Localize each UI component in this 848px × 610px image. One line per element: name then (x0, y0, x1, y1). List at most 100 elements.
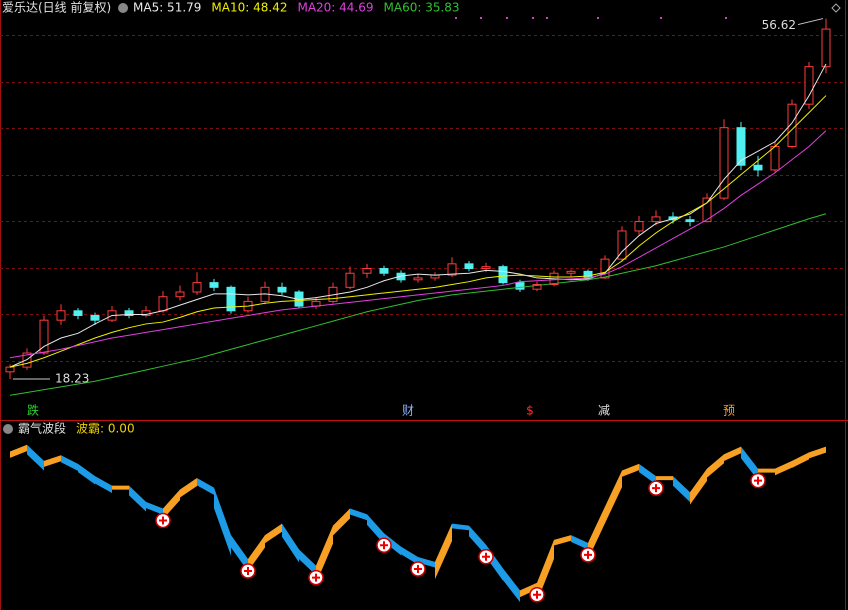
candle-body (39, 319, 49, 354)
settings-icon[interactable] (831, 3, 841, 13)
band-segment (707, 454, 724, 478)
annotation-arrow (797, 18, 824, 26)
ma-line (9, 130, 827, 359)
signal-plus (159, 516, 167, 525)
event-marker: $ (526, 404, 534, 418)
band-segment (809, 446, 826, 459)
band-segment (622, 463, 639, 477)
signal-plus (380, 541, 388, 550)
band-segment (146, 501, 163, 515)
candle-body (464, 263, 474, 270)
signal-marker (240, 563, 256, 579)
band-segment (401, 546, 418, 565)
band-segment (656, 476, 673, 481)
band-segment (418, 556, 435, 568)
candle-body (413, 277, 423, 281)
band-segment (299, 549, 316, 576)
band-segment (367, 514, 384, 544)
band-segment (554, 535, 571, 546)
band-segment (724, 446, 741, 461)
ma-line (9, 95, 827, 368)
event-marker: 预 (723, 404, 735, 418)
candle-body (345, 272, 355, 288)
dot (725, 17, 727, 19)
band-segment (61, 455, 78, 471)
band-segment (197, 477, 214, 495)
candle-body (362, 268, 372, 274)
signal-plus (482, 552, 490, 561)
band-segment (792, 452, 809, 468)
band-segment (27, 444, 44, 471)
signal-plus (754, 476, 762, 485)
band-segment (163, 489, 180, 520)
band-segment (282, 523, 299, 563)
dot (480, 17, 482, 19)
candle-body (821, 28, 831, 68)
candle-body (379, 268, 389, 274)
candle-body (617, 230, 627, 260)
candle-body (209, 282, 219, 288)
legend-entry: MA10: 48.42 (211, 1, 287, 15)
legend-entry: MA60: 35.83 (384, 1, 460, 15)
band-segment (350, 508, 367, 521)
band-segment (44, 455, 61, 467)
band-segment (741, 446, 758, 481)
band-segment (214, 487, 231, 556)
band-segment (690, 468, 707, 505)
band-segment (435, 523, 452, 580)
candle-body (192, 282, 202, 293)
candle-body (685, 219, 695, 223)
signal-plus (584, 550, 592, 559)
candle-body (481, 266, 491, 270)
indicator-title: 霸气波段 (18, 421, 66, 436)
menu-icon[interactable] (118, 3, 128, 13)
event-marker: 跌 (27, 403, 39, 418)
dot (455, 17, 457, 19)
signal-marker (648, 480, 664, 496)
band-segment (503, 568, 520, 603)
candle-body (447, 263, 457, 276)
candle-body (515, 282, 525, 290)
signal-plus (652, 484, 660, 493)
dot (660, 17, 662, 19)
signal-plus (312, 573, 320, 582)
band-segment (537, 539, 554, 602)
menu-icon[interactable] (3, 424, 13, 434)
candle-body (175, 291, 185, 298)
candle-body (532, 284, 542, 290)
candle-body (753, 164, 763, 171)
band-segment (78, 463, 95, 485)
band-segment (775, 460, 792, 476)
band-segment (129, 485, 146, 512)
candle-body (719, 127, 729, 199)
candle-body (158, 296, 168, 312)
signal-marker (750, 472, 766, 489)
signal-marker (478, 548, 494, 565)
high-label: 56.62 (762, 18, 796, 32)
candle-body (141, 310, 151, 316)
legend-entry: MA5: 51.79 (133, 1, 201, 15)
candle-body (90, 314, 100, 321)
candle-body (5, 366, 15, 373)
signal-marker (376, 537, 392, 554)
signal-marker (529, 586, 545, 603)
band-segment (384, 533, 401, 556)
event-marker: 减 (598, 404, 610, 418)
band-segment (180, 477, 197, 498)
band-segment (316, 525, 333, 584)
band-segment (469, 525, 486, 556)
signal-marker (308, 569, 324, 586)
chart-title: 爱乐达(日线 前复权) (2, 0, 111, 15)
ma-line (9, 213, 827, 396)
candle-body (804, 66, 814, 105)
candle-body (73, 310, 83, 316)
candle-body (498, 266, 508, 284)
candle-body (124, 310, 134, 316)
band-segment (588, 506, 605, 560)
band-segment (758, 468, 775, 473)
grid (0, 35, 845, 362)
band-segment (639, 463, 656, 485)
dot (597, 17, 599, 19)
candle-body (770, 145, 780, 171)
band-segment (452, 523, 469, 531)
